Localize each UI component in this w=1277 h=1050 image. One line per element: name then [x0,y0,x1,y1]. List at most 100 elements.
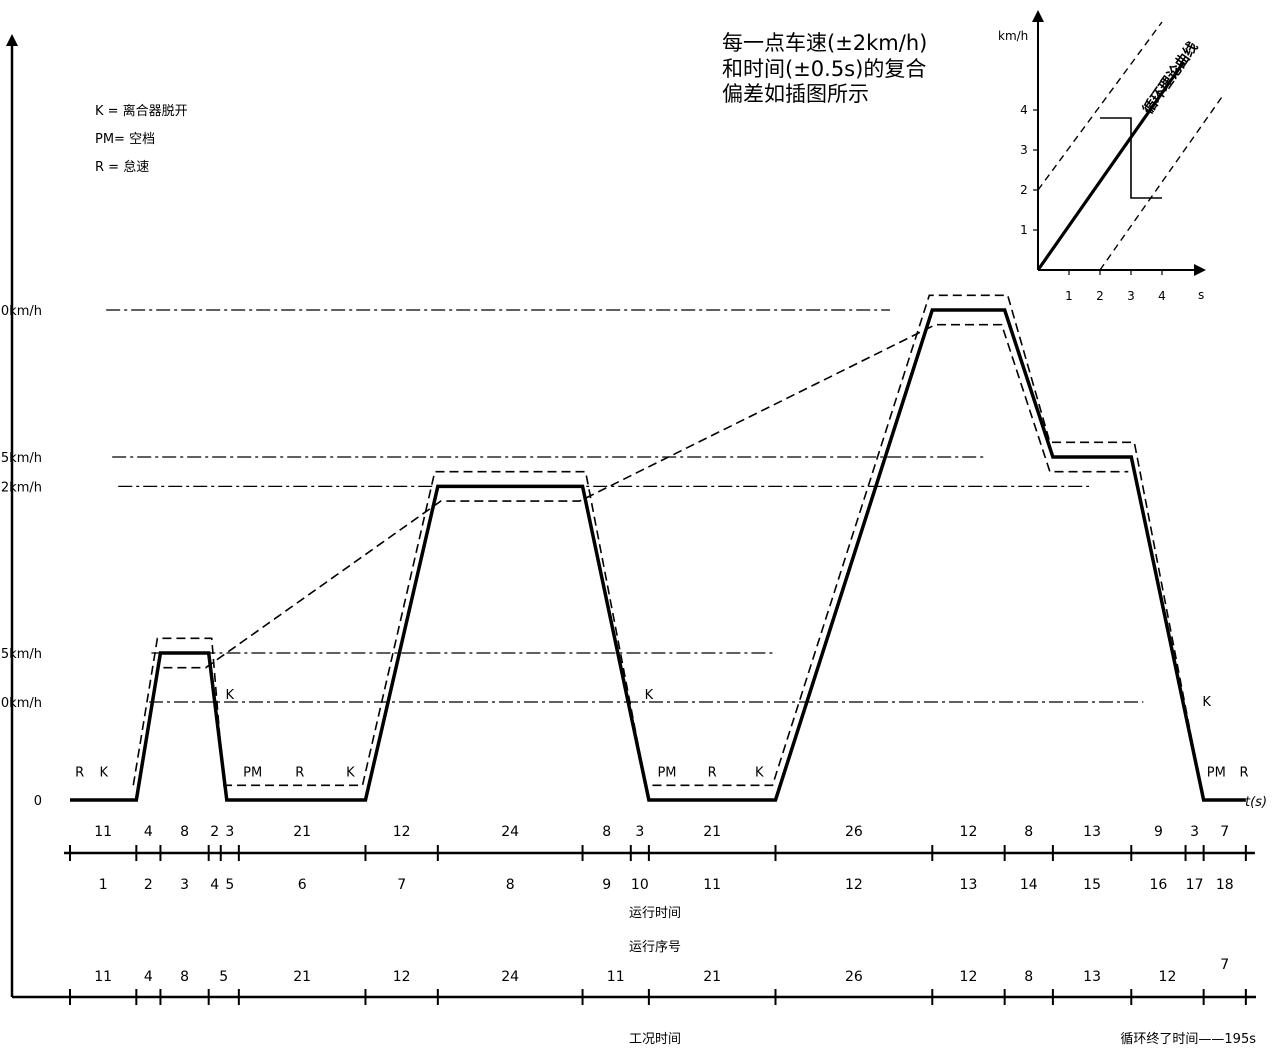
inset-y-unit: km/h [998,29,1028,43]
y-tick-label: 32km/h [0,480,42,495]
mode-time-value: 5 [219,969,228,985]
operation-time-label: 运行时间 [629,906,681,921]
mode-time-value: 21 [293,969,311,985]
operation-time-value: 8 [1024,824,1033,840]
inset-x-tick-label: 4 [1158,289,1166,303]
mode-time-value: 12 [1159,969,1177,985]
operation-number-value: 1 [99,877,108,893]
tolerance-note-line-1: 每一点车速(±2km/h) [722,31,927,55]
tolerance-lower-line [163,323,1129,669]
legend: K = 离合器脱开 PM= 空档 R = 怠速 [95,103,188,175]
tolerance-note-line-3: 偏差如插图所示 [722,82,869,106]
operation-number-value: 4 [210,877,219,893]
mode-time-value: 12 [960,969,978,985]
inset-lower-bound [1099,93,1225,271]
phase-label: K [1202,695,1211,710]
phase-label: K [645,688,654,703]
tolerance-note-line-2: 和时间(±0.5s)的复合 [722,57,926,81]
mode-time-value: 7 [1220,957,1229,973]
inset-x-tick-label: 1 [1065,289,1073,303]
operation-number-value: 18 [1216,877,1234,893]
inset-y-tick-label: 1 [1020,223,1028,237]
mode-time-value: 8 [1024,969,1033,985]
mode-time-value: 26 [845,969,863,985]
operation-time-value: 3 [225,824,234,840]
tolerance-note: 每一点车速(±2km/h) 和时间(±0.5s)的复合 偏差如插图所示 [722,31,927,106]
x-axis-label: t(s) [1245,795,1267,810]
cycle-end-label: 循环终了时间——195s [1120,1031,1256,1047]
operation-number-value: 15 [1083,877,1101,893]
operation-time-value: 3 [1190,824,1199,840]
operation-time-value: 13 [1083,824,1101,840]
inset-y-tick-label: 4 [1020,103,1028,117]
phase-label: PM [243,765,262,780]
inset-tolerance-step [1100,117,1162,199]
operation-time-value: 4 [144,824,153,840]
y-tick-label: 15km/h [0,647,42,662]
phase-label: R [75,765,84,780]
mode-time-value: 12 [393,969,411,985]
tolerance-upper-line [132,294,1202,787]
mode-time-value: 13 [1083,969,1101,985]
inset-theoretical-line [1036,61,1186,271]
tolerance-inset: km/h s 循环理论曲线 1 2 3 4 1 2 3 4 [998,10,1225,303]
phase-label: R [295,765,304,780]
phase-label: K [100,765,109,780]
y-tick-label: 0 [34,794,42,809]
inset-y-tick-label: 2 [1020,183,1028,197]
operation-time-value: 9 [1154,824,1163,840]
phase-label: R [1240,765,1249,780]
legend-item-r: R = 怠速 [95,159,149,175]
operation-time-value: 12 [960,824,978,840]
operation-number-value: 6 [298,877,307,893]
mode-time-value: 21 [703,969,721,985]
inset-x-tick-label: 2 [1096,289,1104,303]
inset-x-unit: s [1198,288,1204,302]
operation-number-value: 13 [960,877,978,893]
operation-number-value: 16 [1150,877,1168,893]
operation-time-value: 8 [602,824,611,840]
operation-time-value: 11 [94,824,112,840]
phase-label: K [346,765,355,780]
operation-time-value: 21 [293,824,311,840]
inset-upper-bound [1037,21,1163,191]
operation-time-value: 8 [180,824,189,840]
inset-curve-label: 循环理论曲线 [1139,39,1201,118]
operation-time-value: 12 [393,824,411,840]
operation-number-value: 10 [631,877,649,893]
phase-label: K [755,765,764,780]
mode-time-value: 8 [180,969,189,985]
operation-time-value: 2 [210,824,219,840]
operation-number-value: 5 [225,877,234,893]
operation-time-value: 24 [501,824,519,840]
inset-x-tick-label: 3 [1127,289,1135,303]
inset-y-tick-label: 3 [1020,143,1028,157]
operation-time-value: 3 [635,824,644,840]
operation-number-value: 12 [845,877,863,893]
operation-time-value: 26 [845,824,863,840]
y-tick-label: 50km/h [0,304,42,319]
operation-number-value: 9 [602,877,611,893]
operation-number-value: 14 [1020,877,1038,893]
phase-label: K [226,688,235,703]
operation-number-value: 2 [144,877,153,893]
operation-number-value: 17 [1186,877,1204,893]
mode-time-label: 工况时间 [629,1032,681,1047]
operation-number-value: 7 [397,877,406,893]
operation-time-value: 7 [1220,824,1229,840]
operation-number-value: 11 [703,877,721,893]
y-tick-label: 35km/h [0,451,42,466]
phase-label: PM [1207,765,1226,780]
operation-number-label: 运行序号 [629,940,681,955]
mode-time-value: 11 [94,969,112,985]
speed-profile-line [70,308,1246,802]
y-tick-label: 10km/h [0,696,42,711]
mode-time-value: 24 [501,969,519,985]
mode-time-value: 4 [144,969,153,985]
operation-time-value: 21 [703,824,721,840]
legend-item-k: K = 离合器脱开 [95,103,188,119]
operation-number-value: 8 [506,877,515,893]
phase-label: R [708,765,717,780]
legend-item-pm: PM= 空档 [95,132,155,147]
